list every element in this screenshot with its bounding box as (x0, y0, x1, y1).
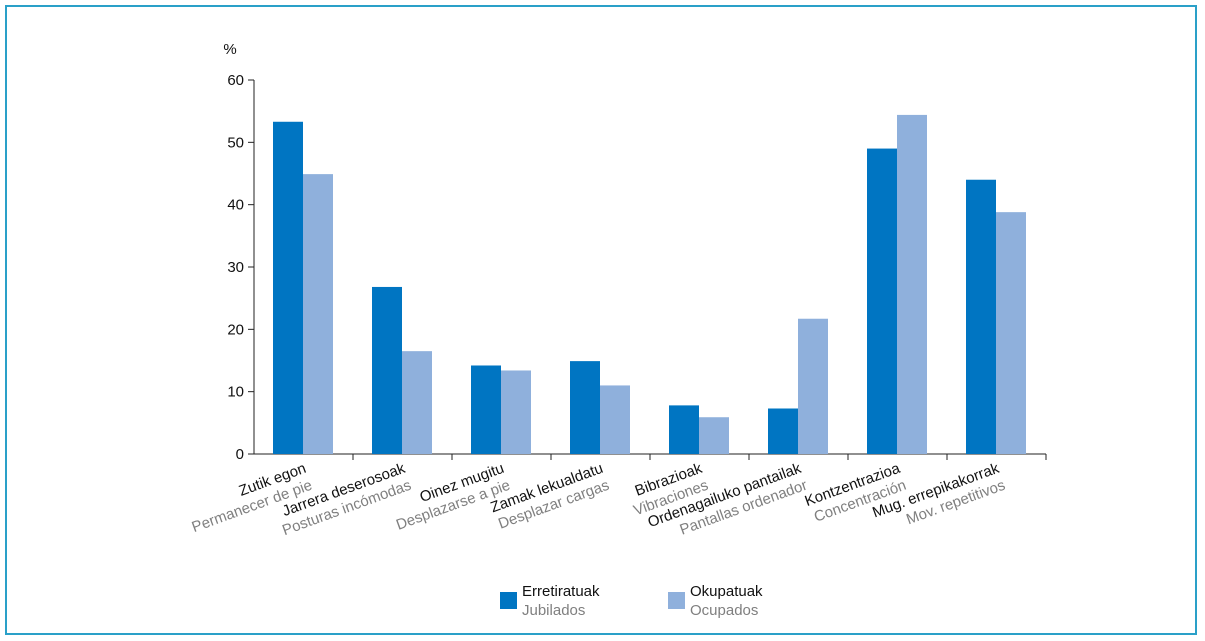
legend-sublabel: Jubilados (522, 602, 585, 619)
y-tick-label: 40 (227, 197, 244, 214)
y-axis-label: % (223, 41, 236, 58)
legend-label: Erretiratuak (522, 583, 600, 600)
bar-okupatuak (600, 385, 630, 454)
bar-erretiratuak (570, 361, 600, 454)
bars (273, 114, 1026, 455)
bar-okupatuak (699, 417, 729, 454)
bar-erretiratuak (867, 148, 897, 455)
bar-erretiratuak (669, 405, 699, 454)
legend-swatch (668, 592, 685, 609)
legend: Erretiratuak Jubilados Okupatuak Ocupados (500, 583, 763, 619)
bar-okupatuak (897, 114, 927, 454)
y-tick-label: 30 (227, 259, 244, 276)
bar-okupatuak (798, 318, 828, 454)
bar-erretiratuak (966, 179, 996, 454)
bar-erretiratuak (372, 286, 402, 454)
legend-swatch (500, 592, 517, 609)
legend-sublabel: Ocupados (690, 602, 758, 619)
bar-okupatuak (501, 370, 531, 454)
bar-erretiratuak (471, 365, 501, 454)
y-tick-label: 10 (227, 384, 244, 401)
bar-erretiratuak (273, 121, 303, 454)
y-tick-label: 0 (236, 446, 244, 463)
y-tick-label: 50 (227, 134, 244, 151)
y-tick-label: 20 (227, 321, 244, 338)
bar-okupatuak (996, 212, 1026, 454)
bar-okupatuak (303, 174, 333, 454)
legend-label: Okupatuak (690, 583, 763, 600)
y-tick-label: 60 (227, 72, 244, 89)
bar-erretiratuak (768, 408, 798, 454)
bar-okupatuak (402, 351, 432, 454)
